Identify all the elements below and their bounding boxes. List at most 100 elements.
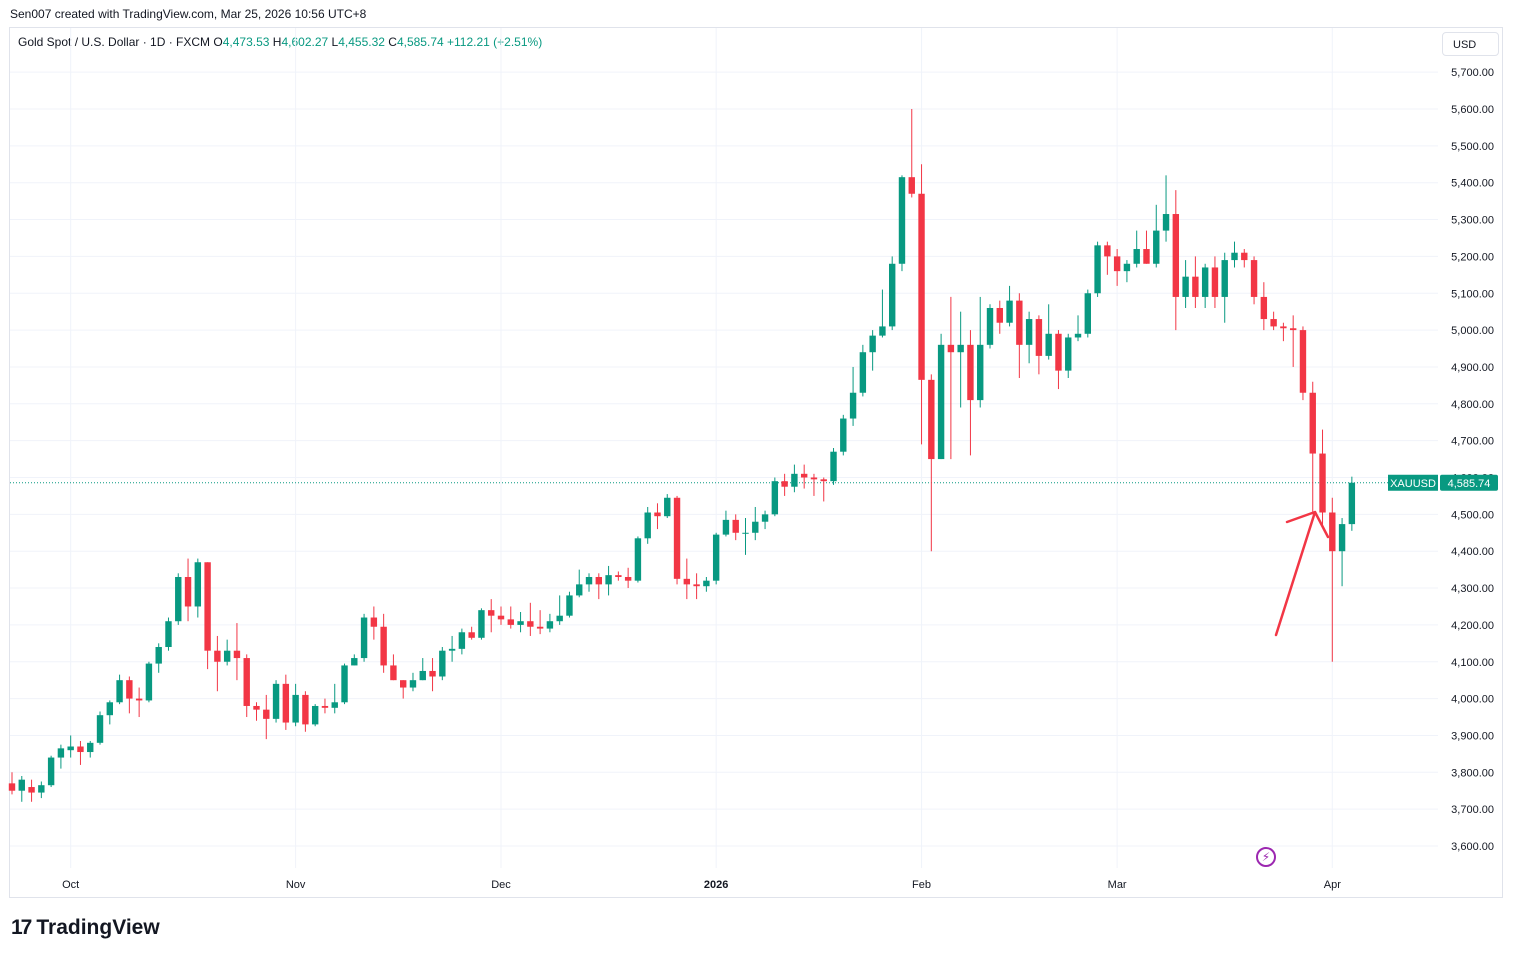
candle-body [1025, 319, 1033, 345]
candle-body [889, 263, 896, 327]
candle-body [331, 702, 338, 708]
candle-body [18, 779, 25, 791]
candle-body [879, 326, 886, 336]
candle-body [243, 658, 250, 706]
candle-body [683, 578, 691, 585]
candle-body [311, 705, 319, 725]
candle-body [1329, 512, 1336, 552]
candle-body [57, 748, 65, 758]
candle-body [1123, 263, 1131, 272]
y-tick-label: 5,700.00 [1451, 67, 1494, 79]
candle-body [321, 705, 329, 708]
candle-body [967, 344, 974, 401]
candle-body [986, 307, 994, 345]
candle-body [1280, 326, 1287, 329]
candle-body [409, 680, 417, 688]
y-tick-label: 5,600.00 [1451, 104, 1494, 116]
candle-body [1094, 245, 1101, 294]
candle-body [1172, 214, 1180, 297]
candle-body [742, 532, 749, 534]
candle-body [184, 576, 192, 607]
low-value: 4,455.32 [338, 35, 385, 49]
candle-body [566, 595, 573, 616]
price-tag-symbol: XAUUSD [1390, 478, 1436, 490]
candle-body [263, 709, 270, 719]
candle-body [712, 534, 720, 581]
brand-name: TradingView [36, 916, 160, 939]
candle-body [1182, 276, 1189, 297]
candle-body [360, 617, 368, 659]
candle-body [664, 497, 671, 517]
candle-body [1162, 214, 1170, 231]
candle-body [556, 615, 563, 622]
candle-body [497, 615, 505, 620]
candle-body [1016, 300, 1023, 345]
candle-body [908, 177, 915, 194]
candle-body [1192, 276, 1199, 297]
candle-body [1289, 328, 1297, 331]
candle-body [1348, 482, 1356, 525]
candle-body [536, 626, 544, 629]
tradingview-logo-icon: 17 [11, 916, 32, 939]
candle-body [673, 497, 681, 579]
instrument-title[interactable]: Gold Spot / U.S. Dollar · 1D · FXCM [18, 35, 211, 49]
candle-body [703, 580, 710, 587]
candle-body [155, 647, 162, 664]
annotation-arrow [1274, 510, 1330, 637]
candle-body [67, 746, 74, 751]
y-tick-label: 4,400.00 [1451, 546, 1494, 558]
y-tick-label: 3,900.00 [1451, 730, 1494, 742]
candle-body [1338, 524, 1346, 552]
candle-body [126, 680, 133, 699]
candle-body [585, 576, 593, 585]
y-tick-label: 4,700.00 [1451, 436, 1494, 448]
candle-body [175, 576, 182, 622]
candle-body [869, 335, 876, 353]
candle-body [791, 473, 798, 487]
candle-body [732, 519, 739, 533]
candle-body [370, 617, 378, 627]
candle-body [302, 694, 309, 725]
y-tick-label: 3,800.00 [1451, 767, 1494, 779]
candle-body [1221, 260, 1228, 297]
candle-body [214, 650, 221, 662]
candle-body [341, 665, 348, 703]
candle-body [693, 584, 700, 587]
close-label: C [388, 35, 397, 49]
candle-body [615, 575, 622, 577]
x-tick-label: Dec [491, 879, 511, 891]
candle-body [47, 757, 55, 786]
candle-body [1055, 333, 1062, 371]
candle-body [1133, 249, 1140, 264]
currency-button[interactable]: USD [1442, 32, 1499, 56]
candle-body [1084, 293, 1091, 334]
candle-body [1241, 252, 1248, 261]
candle-body [1250, 260, 1258, 297]
candle-body [1299, 330, 1307, 393]
candle-body [380, 626, 387, 666]
candle-body [106, 702, 113, 716]
candle-body [605, 575, 612, 585]
y-tick-label: 5,500.00 [1451, 141, 1494, 153]
lightning-icon[interactable]: ⚡ [1256, 847, 1276, 867]
price-tag-symbol-bg [1388, 474, 1438, 491]
ohlc-legend: Gold Spot / U.S. Dollar · 1D · FXCM O4,4… [18, 35, 542, 49]
candle-body [918, 193, 925, 380]
candle-body [634, 538, 642, 581]
candle-body [937, 344, 945, 460]
candle-body [448, 648, 456, 651]
candle-body [849, 392, 857, 419]
tradingview-logo[interactable]: 17 TradingView [11, 916, 160, 940]
y-tick-label: 5,000.00 [1451, 325, 1494, 337]
candle-body [145, 663, 153, 701]
y-tick-label: 4,200.00 [1451, 620, 1494, 632]
candle-body [996, 307, 1003, 323]
candle-body [38, 785, 45, 793]
candle-body [1260, 296, 1268, 320]
candle-body [1211, 267, 1219, 297]
candle-body [1270, 319, 1277, 327]
candle-body [722, 519, 730, 535]
candle-body [761, 514, 769, 522]
candle-body [517, 621, 524, 625]
